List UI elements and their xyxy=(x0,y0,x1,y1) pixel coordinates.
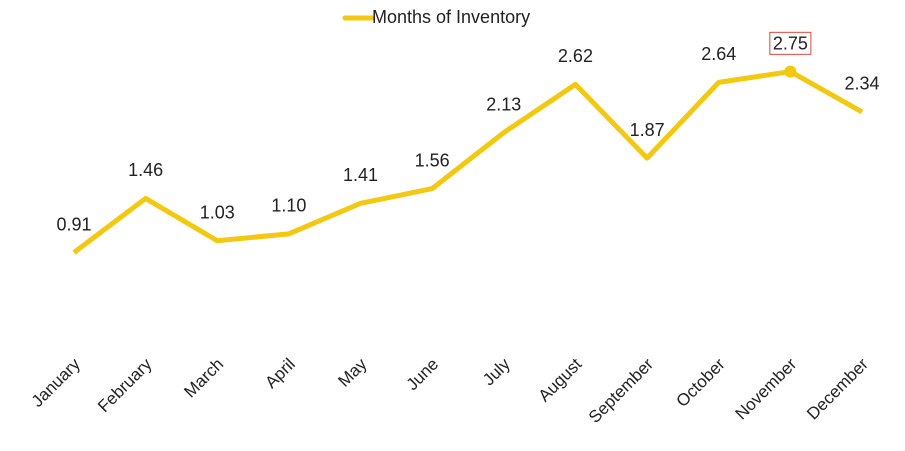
data-label: 2.64 xyxy=(701,44,736,64)
x-tick-label: March xyxy=(180,355,227,402)
x-tick-label: September xyxy=(585,354,657,426)
series-line xyxy=(72,69,864,255)
data-label: 1.03 xyxy=(200,202,235,222)
x-tick-label: May xyxy=(334,354,370,390)
data-label: 1.10 xyxy=(271,196,306,216)
data-label: 2.62 xyxy=(558,46,593,66)
data-label: 0.91 xyxy=(56,214,91,234)
x-tick-label: December xyxy=(803,354,872,423)
x-tick-label: February xyxy=(94,354,156,416)
data-label: 1.46 xyxy=(128,160,163,180)
data-label: 1.41 xyxy=(343,165,378,185)
x-tick-label: June xyxy=(403,355,443,395)
data-label: 2.34 xyxy=(844,74,879,94)
highlight-box xyxy=(769,31,812,55)
x-tick-label: November xyxy=(731,354,800,423)
legend-label: Months of Inventory xyxy=(372,7,530,27)
x-tick-label: August xyxy=(535,354,586,405)
highlight-marker xyxy=(784,65,797,78)
x-tick-label: January xyxy=(28,354,85,411)
data-label: 1.87 xyxy=(630,120,665,140)
data-label: 2.75 xyxy=(773,33,808,53)
data-label: 2.13 xyxy=(486,94,521,114)
x-tick-label: April xyxy=(261,355,298,392)
data-label: 1.56 xyxy=(415,150,450,170)
x-tick-label: July xyxy=(479,354,514,389)
x-tick-label: October xyxy=(673,354,729,410)
